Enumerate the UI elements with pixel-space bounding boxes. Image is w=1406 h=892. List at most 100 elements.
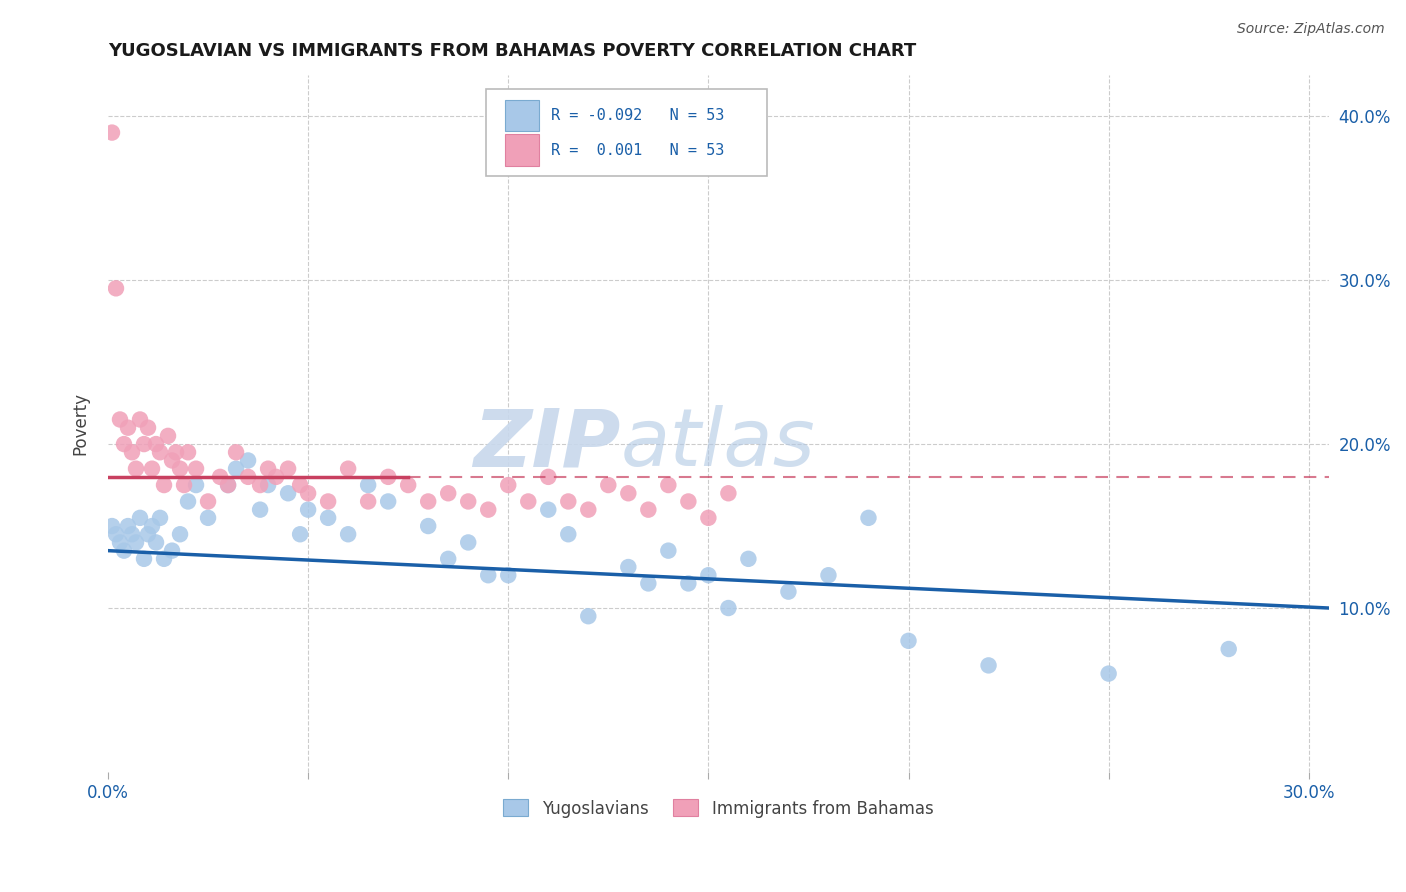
Point (177, 494, 200, 508)
Point (657, 543, 679, 558)
Point (264, 470, 287, 484)
Point (737, 552, 759, 566)
Point (136, 420, 159, 434)
Point (236, 453, 259, 467)
Point (377, 494, 399, 508)
Point (678, 576, 700, 591)
Point (157, 429, 180, 443)
Point (396, 478, 419, 492)
Legend: Yugoslavians, Immigrants from Bahamas: Yugoslavians, Immigrants from Bahamas (496, 793, 941, 824)
Text: ZIP: ZIP (474, 406, 620, 483)
Point (149, 511, 172, 525)
Point (297, 502, 319, 516)
Point (184, 461, 207, 475)
Point (337, 527, 360, 541)
Point (357, 494, 380, 508)
Point (288, 527, 311, 541)
Point (136, 527, 159, 541)
Point (169, 527, 191, 541)
Point (101, 519, 124, 533)
Point (145, 437, 167, 451)
Point (617, 560, 640, 574)
Point (457, 494, 479, 508)
Point (125, 461, 148, 475)
Point (316, 511, 339, 525)
Point (537, 470, 560, 484)
Point (153, 552, 176, 566)
Point (637, 576, 659, 591)
FancyBboxPatch shape (486, 89, 768, 177)
Point (225, 445, 247, 459)
Point (477, 502, 499, 516)
Bar (505, 100, 538, 131)
Point (129, 412, 152, 426)
Point (598, 478, 620, 492)
Point (576, 502, 599, 516)
Point (496, 478, 519, 492)
Point (112, 543, 135, 558)
Point (197, 511, 219, 525)
Point (165, 445, 187, 459)
Text: Source: ZipAtlas.com: Source: ZipAtlas.com (1237, 22, 1385, 37)
Point (418, 519, 440, 533)
Point (197, 494, 219, 508)
Point (778, 584, 800, 599)
Text: R = -0.092   N = 53: R = -0.092 N = 53 (551, 108, 724, 123)
Point (169, 461, 191, 475)
Point (217, 478, 239, 492)
Point (277, 486, 299, 500)
Point (377, 470, 399, 484)
Point (288, 478, 311, 492)
Point (105, 281, 128, 295)
Point (149, 445, 172, 459)
Point (153, 478, 176, 492)
Point (437, 552, 460, 566)
Point (105, 527, 128, 541)
Point (129, 511, 152, 525)
Point (117, 420, 139, 434)
Y-axis label: Poverty: Poverty (72, 392, 89, 455)
Point (297, 486, 319, 500)
Point (209, 470, 232, 484)
Point (257, 478, 280, 492)
Point (437, 486, 460, 500)
Point (657, 478, 679, 492)
Point (132, 552, 155, 566)
Point (236, 470, 259, 484)
Point (678, 494, 700, 508)
Point (249, 478, 271, 492)
Point (717, 486, 740, 500)
Point (418, 494, 440, 508)
Point (1098, 666, 1121, 681)
Point (617, 486, 640, 500)
Bar (505, 135, 538, 166)
Point (125, 535, 148, 549)
Point (337, 461, 360, 475)
Point (496, 568, 519, 582)
Point (717, 601, 740, 615)
Point (897, 633, 920, 648)
Point (108, 535, 131, 549)
Point (121, 527, 143, 541)
Point (184, 478, 207, 492)
Point (141, 461, 163, 475)
Point (357, 478, 380, 492)
Point (576, 609, 599, 624)
Point (217, 478, 239, 492)
Point (316, 494, 339, 508)
Point (101, 126, 124, 140)
Point (1218, 642, 1240, 657)
Point (108, 412, 131, 426)
Point (132, 437, 155, 451)
Point (557, 527, 579, 541)
Point (160, 453, 183, 467)
Point (557, 494, 579, 508)
Point (160, 543, 183, 558)
Point (177, 445, 200, 459)
Text: R =  0.001   N = 53: R = 0.001 N = 53 (551, 143, 724, 158)
Point (977, 658, 1000, 673)
Point (145, 535, 167, 549)
Point (249, 502, 271, 516)
Point (697, 511, 720, 525)
Point (277, 461, 299, 475)
